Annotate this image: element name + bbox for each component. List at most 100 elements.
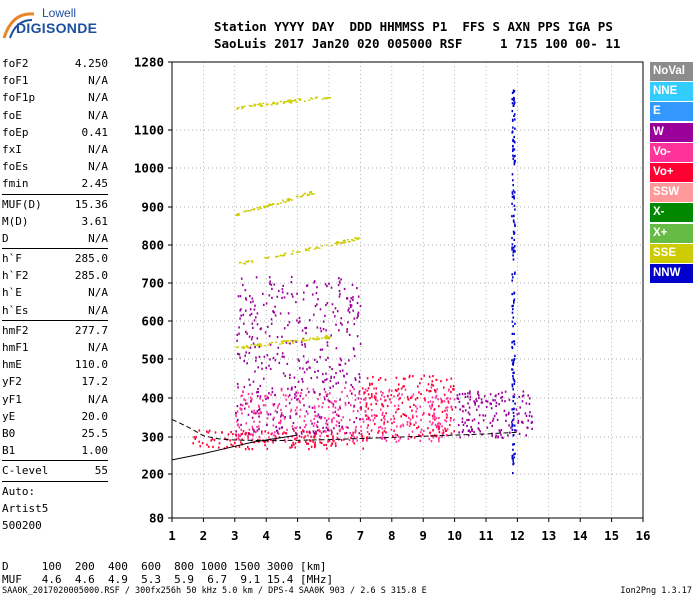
echo-point <box>511 243 514 246</box>
echo-point <box>297 391 299 394</box>
echo-point <box>241 394 243 397</box>
echo-point <box>469 398 471 401</box>
echo-point <box>445 413 448 416</box>
echo-point <box>500 396 502 399</box>
echo-point <box>512 434 515 437</box>
echo-point <box>291 199 293 201</box>
echo-point <box>332 439 334 442</box>
echo-point <box>292 427 294 430</box>
echo-point <box>278 421 280 424</box>
echo-point <box>511 195 514 198</box>
param-name: hmF2 <box>2 323 29 337</box>
echo-point <box>355 425 357 429</box>
echo-point <box>495 412 498 415</box>
echo-point <box>242 283 244 287</box>
echo-point <box>339 322 342 325</box>
echo-point <box>427 401 430 404</box>
echo-point <box>511 293 513 296</box>
echo-point <box>258 405 260 409</box>
echo-point <box>512 418 515 421</box>
echo-point <box>257 387 259 391</box>
echo-point <box>511 305 513 308</box>
echo-point <box>391 389 393 392</box>
echo-point <box>368 432 370 436</box>
echo-point <box>344 432 346 435</box>
echo-point <box>263 355 266 358</box>
echo-point <box>495 404 497 408</box>
echo-point <box>283 355 285 358</box>
echo-point <box>369 419 371 422</box>
echo-point <box>267 344 270 346</box>
echo-point <box>241 412 243 415</box>
echo-point <box>242 262 245 265</box>
echo-point <box>530 421 533 424</box>
echo-point <box>330 419 333 422</box>
axis-ticks: 1 2 3 4 5 6 7 8 9 10 11 12 13 14 15 1680200300400500600… <box>134 55 651 544</box>
echo-point <box>288 199 290 201</box>
echo-point <box>324 398 326 401</box>
echo-point <box>477 405 480 408</box>
echo-point <box>438 427 440 430</box>
echo-point <box>512 148 514 151</box>
echo-point <box>237 386 239 389</box>
x-tick-label: 13 <box>541 528 556 543</box>
echo-point <box>276 431 279 434</box>
echo-point <box>512 472 514 475</box>
echo-point <box>213 439 216 442</box>
echo-point <box>511 311 514 314</box>
echo-point <box>307 360 309 363</box>
echo-point <box>320 417 322 420</box>
echo-point <box>450 417 452 420</box>
echo-point <box>295 412 298 415</box>
param-row-fof2: foF2 4.250 <box>2 55 108 72</box>
echo-point <box>347 426 349 429</box>
echo-point <box>281 199 284 201</box>
echo-point <box>304 440 307 443</box>
echo-point <box>511 346 514 350</box>
echo-point <box>354 431 356 434</box>
echo-point <box>326 447 328 450</box>
echo-point <box>331 421 333 424</box>
echo-point <box>396 434 399 437</box>
echo-point <box>366 389 369 392</box>
echo-point <box>513 378 515 382</box>
echo-point <box>317 413 320 416</box>
echo-point <box>269 282 271 285</box>
echo-point <box>269 367 272 371</box>
param-value: N/A <box>88 108 108 122</box>
echo-point <box>513 197 515 200</box>
echo-point <box>253 319 256 322</box>
echo-point <box>383 421 385 424</box>
echo-point <box>252 208 255 211</box>
echo-point <box>207 431 210 434</box>
echo-point <box>290 281 293 284</box>
echo-point <box>413 436 416 439</box>
echo-point <box>268 436 270 439</box>
echo-point <box>393 429 395 432</box>
echo-point <box>382 391 384 395</box>
echo-point <box>474 403 476 406</box>
echo-point <box>281 288 284 291</box>
echo-point <box>259 104 262 106</box>
echo-point <box>320 330 323 333</box>
echo-point <box>357 397 360 400</box>
echo-point <box>306 387 309 390</box>
echo-point <box>354 377 356 380</box>
echo-point <box>294 442 297 445</box>
echo-point <box>479 430 481 433</box>
echo-point <box>517 419 520 422</box>
echo-point <box>362 417 364 421</box>
echo-point <box>306 430 308 433</box>
echo-point <box>501 391 503 394</box>
echo-point <box>275 341 278 343</box>
echo-point <box>340 426 343 430</box>
echo-point <box>296 406 298 409</box>
echo-point <box>420 377 423 380</box>
x-tick-label: 2 <box>200 528 208 543</box>
echo-point <box>326 302 329 305</box>
echo-point <box>275 425 277 428</box>
echo-point <box>285 394 287 397</box>
echo-point <box>511 385 514 388</box>
echo-point <box>298 251 301 253</box>
echo-point <box>332 435 334 438</box>
